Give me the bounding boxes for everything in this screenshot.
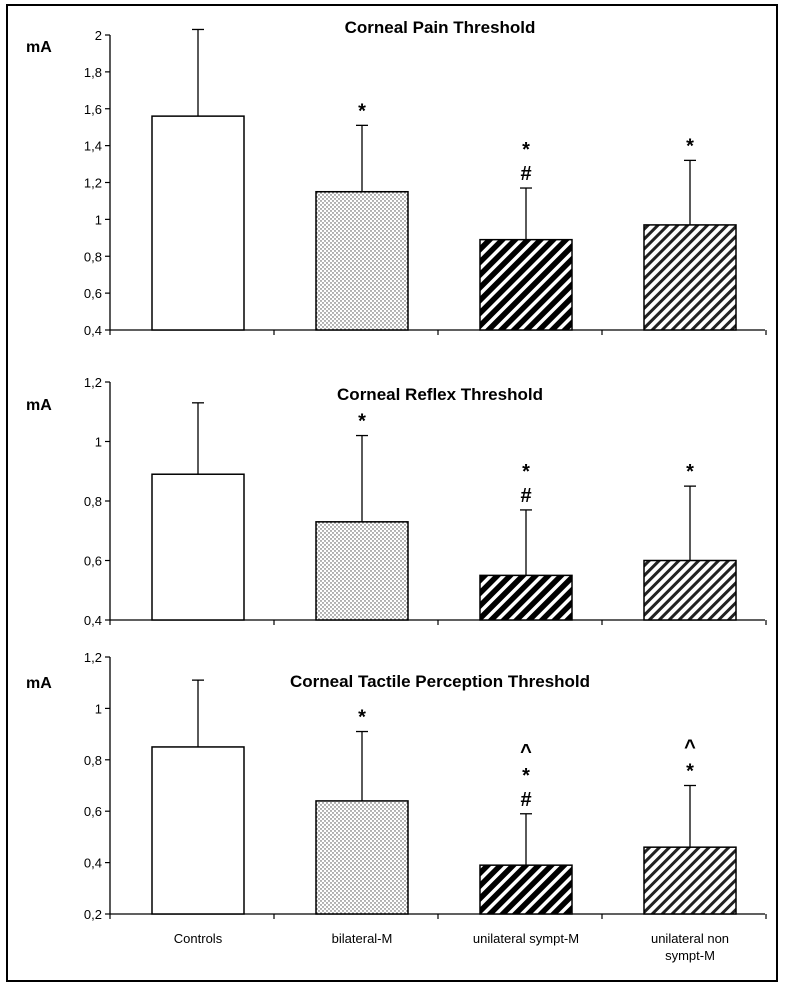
panel-1: Corneal Pain Threshold mA 0,4 0,6 0,8 1 1,2 1,4… — [26, 18, 767, 338]
y-tick-label: 1,8 — [84, 65, 102, 80]
x-category-label: unilateral non — [651, 931, 729, 946]
y-tick-label: 0,8 — [84, 249, 102, 264]
bar-bilateral-m — [315, 190, 409, 331]
significance-mark: * — [686, 135, 694, 157]
y-tick-label: 0,4 — [84, 613, 102, 628]
y-tick-label: 0,8 — [84, 494, 102, 509]
bar-unilateral-sympt-m — [479, 574, 573, 621]
significance-mark: ^ — [520, 741, 532, 763]
bar-unilateral-non-sympt-m — [643, 846, 737, 915]
significance-mark: ^ — [684, 737, 696, 759]
panel-title: Corneal Reflex Threshold — [337, 385, 543, 404]
panel-title: Corneal Pain Threshold — [345, 18, 536, 37]
figure-frame — [6, 4, 778, 982]
significance-mark: # — [520, 789, 531, 811]
x-category-label: Controls — [174, 931, 223, 946]
significance-mark: * — [358, 707, 366, 729]
significance-mark: * — [686, 761, 694, 783]
y-tick-label: 1,2 — [84, 375, 102, 390]
y-tick-label: 0,6 — [84, 804, 102, 819]
y-tick-label: 1 — [95, 212, 102, 227]
significance-mark: * — [522, 139, 530, 161]
y-axis-unit: mA — [26, 675, 52, 692]
y-tick-label: 1,6 — [84, 102, 102, 117]
significance-mark: * — [358, 100, 366, 122]
significance-mark: # — [520, 485, 531, 507]
y-axis-unit: mA — [26, 39, 52, 56]
y-tick-label: 1,4 — [84, 139, 102, 154]
significance-mark: * — [358, 411, 366, 433]
bar-unilateral-sympt-m — [479, 864, 573, 915]
bar-bilateral-m — [315, 800, 409, 915]
x-category-label: bilateral-M — [332, 931, 393, 946]
y-tick-label: 0,4 — [84, 856, 102, 871]
bar-unilateral-sympt-m — [479, 238, 573, 331]
significance-mark: * — [522, 461, 530, 483]
panel-3: Corneal Tactile Perception Threshold mA 0,… — [26, 650, 767, 922]
x-category-label: sympt-M — [665, 948, 715, 963]
bar-controls — [151, 746, 245, 915]
significance-mark: * — [522, 765, 530, 787]
y-tick-label: 1 — [95, 701, 102, 716]
y-tick-label: 1,2 — [84, 650, 102, 665]
y-axis-unit: mA — [26, 397, 52, 414]
bar-bilateral-m — [315, 521, 409, 621]
x-category-label: unilateral sympt-M — [473, 931, 579, 946]
y-tick-label: 1,2 — [84, 176, 102, 191]
significance-mark: # — [520, 163, 531, 185]
y-tick-label: 0,6 — [84, 554, 102, 569]
panel-2: Corneal Reflex Threshold mA 0,4 0,6 0,8 1 1,2 *… — [26, 375, 767, 628]
significance-mark: * — [686, 461, 694, 483]
bar-unilateral-non-sympt-m — [643, 224, 737, 331]
y-tick-label: 0,8 — [84, 753, 102, 768]
y-tick-label: 1 — [95, 435, 102, 450]
bar-unilateral-non-sympt-m — [643, 559, 737, 621]
y-tick-label: 0,2 — [84, 907, 102, 922]
y-tick-label: 0,6 — [84, 286, 102, 301]
bar-controls — [151, 115, 245, 331]
bar-controls — [151, 473, 245, 621]
panel-title: Corneal Tactile Perception Threshold — [290, 672, 590, 691]
y-tick-label: 2 — [95, 28, 102, 43]
y-tick-label: 0,4 — [84, 323, 102, 338]
